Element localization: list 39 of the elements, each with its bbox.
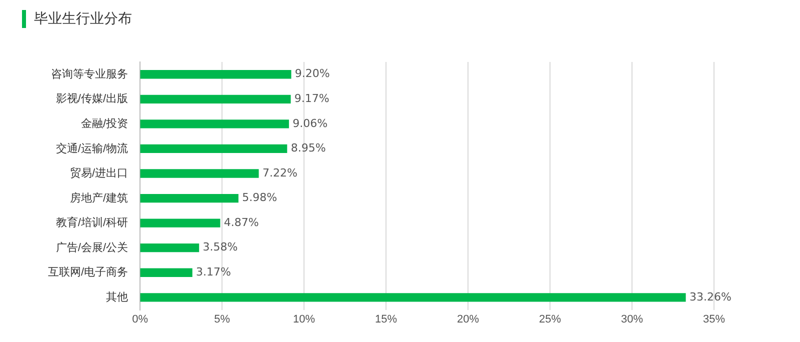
data-label: 9.17% xyxy=(294,92,330,106)
x-tick-label: 10% xyxy=(293,313,316,326)
bar xyxy=(140,194,238,203)
bar xyxy=(140,70,292,79)
bar xyxy=(140,268,192,277)
y-tick-label: 贸易/进出口 xyxy=(70,166,128,180)
x-tick-label: 30% xyxy=(620,313,644,326)
data-label: 7.22% xyxy=(262,166,298,180)
y-tick-label: 交通/运输/物流 xyxy=(56,142,128,155)
y-tick-label: 其他 xyxy=(106,290,128,304)
data-label: 4.87% xyxy=(224,216,259,229)
y-tick-label: 教育/培训/科研 xyxy=(56,216,128,230)
bar xyxy=(140,120,289,128)
data-label: 3.17% xyxy=(196,265,231,278)
bar xyxy=(140,144,288,154)
data-label: 5.98% xyxy=(242,191,278,204)
data-label: 8.95% xyxy=(290,142,326,155)
data-label: 3.58% xyxy=(202,240,238,254)
y-tick-label: 影视/传媒/出版 xyxy=(56,92,128,106)
y-tick-label: 咨询等专业服务 xyxy=(51,67,128,80)
x-tick-label: 0% xyxy=(132,313,148,326)
bar xyxy=(140,293,686,302)
y-tick-label: 金融/投资 xyxy=(80,118,128,130)
x-tick-label: 15% xyxy=(375,313,398,326)
x-tick-label: 5% xyxy=(214,313,230,326)
y-tick-label: 房地产/建筑 xyxy=(70,191,128,204)
data-label: 9.06% xyxy=(292,116,328,130)
x-tick-label: 35% xyxy=(702,313,726,326)
x-tick-label: 20% xyxy=(457,313,480,326)
chart-title: 毕业生行业分布 xyxy=(34,10,132,28)
bar xyxy=(140,218,220,228)
bar xyxy=(140,244,200,252)
y-tick-label: 广告/会展/公关 xyxy=(56,240,128,254)
bar xyxy=(140,94,291,104)
y-tick-label: 互联网/电子商务 xyxy=(48,266,128,279)
bar xyxy=(140,169,259,178)
data-label: 33.26% xyxy=(689,290,732,304)
x-tick-label: 25% xyxy=(539,313,562,326)
data-label: 9.20% xyxy=(294,67,330,80)
